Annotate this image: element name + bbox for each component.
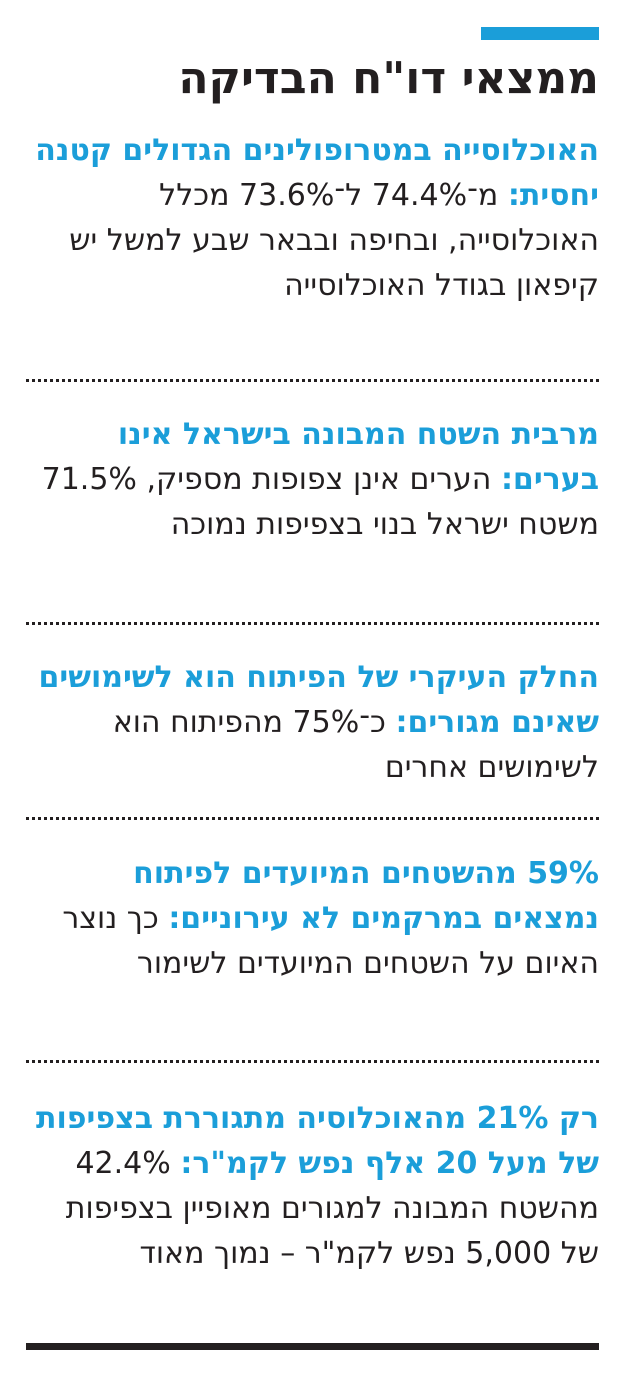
finding-4: 59% מהשטחים המיועדים לפיתוח נמצאים במרקמ… [26, 851, 599, 986]
finding-headline: האוכלוסייה במטרופולינים הגדולים קטנה יחס… [35, 133, 599, 213]
dotted-divider [26, 817, 599, 820]
finding-headline: 59% מהשטחים המיועדים לפיתוח נמצאים במרקמ… [133, 856, 599, 936]
finding-headline: מרבית השטח המבונה בישראל אינו בערים: [117, 417, 599, 497]
dotted-divider [26, 379, 599, 382]
finding-body: מ־74.4% ל־73.6% מכלל האוכלוסייה, ובחיפה … [69, 178, 599, 303]
bottom-rule [26, 1343, 599, 1350]
accent-bar [481, 27, 599, 40]
finding-2: מרבית השטח המבונה בישראל אינו בערים: הער… [26, 412, 599, 547]
finding-3: החלק העיקרי של הפיתוח הוא לשימושים שאינם… [26, 655, 599, 790]
dotted-divider [26, 1060, 599, 1063]
finding-body: כך נוצר האיום על השטחים המיועדים לשימור [62, 901, 599, 981]
finding-headline: החלק העיקרי של הפיתוח הוא לשימושים שאינם… [38, 660, 599, 740]
finding-headline: רק 21% מהאוכלוסיה מתגוררת בצפיפות של מעל… [36, 1101, 599, 1181]
finding-body: 42.4% מהשטח המבונה למגורים מאופיין בצפיפ… [65, 1146, 599, 1271]
finding-1: האוכלוסייה במטרופולינים הגדולים קטנה יחס… [26, 128, 599, 308]
finding-body: הערים אינן צפופות מספיק, 71.5% משטח ישרא… [41, 462, 599, 542]
finding-body: כ־75% מהפיתוח הוא לשימושים אחרים [112, 705, 599, 785]
infographic: ממצאי דו"ח הבדיקה האוכלוסייה במטרופוליני… [26, 0, 599, 1400]
page-title: ממצאי דו"ח הבדיקה [178, 53, 599, 104]
finding-5: רק 21% מהאוכלוסיה מתגוררת בצפיפות של מעל… [26, 1096, 599, 1276]
dotted-divider [26, 622, 599, 625]
